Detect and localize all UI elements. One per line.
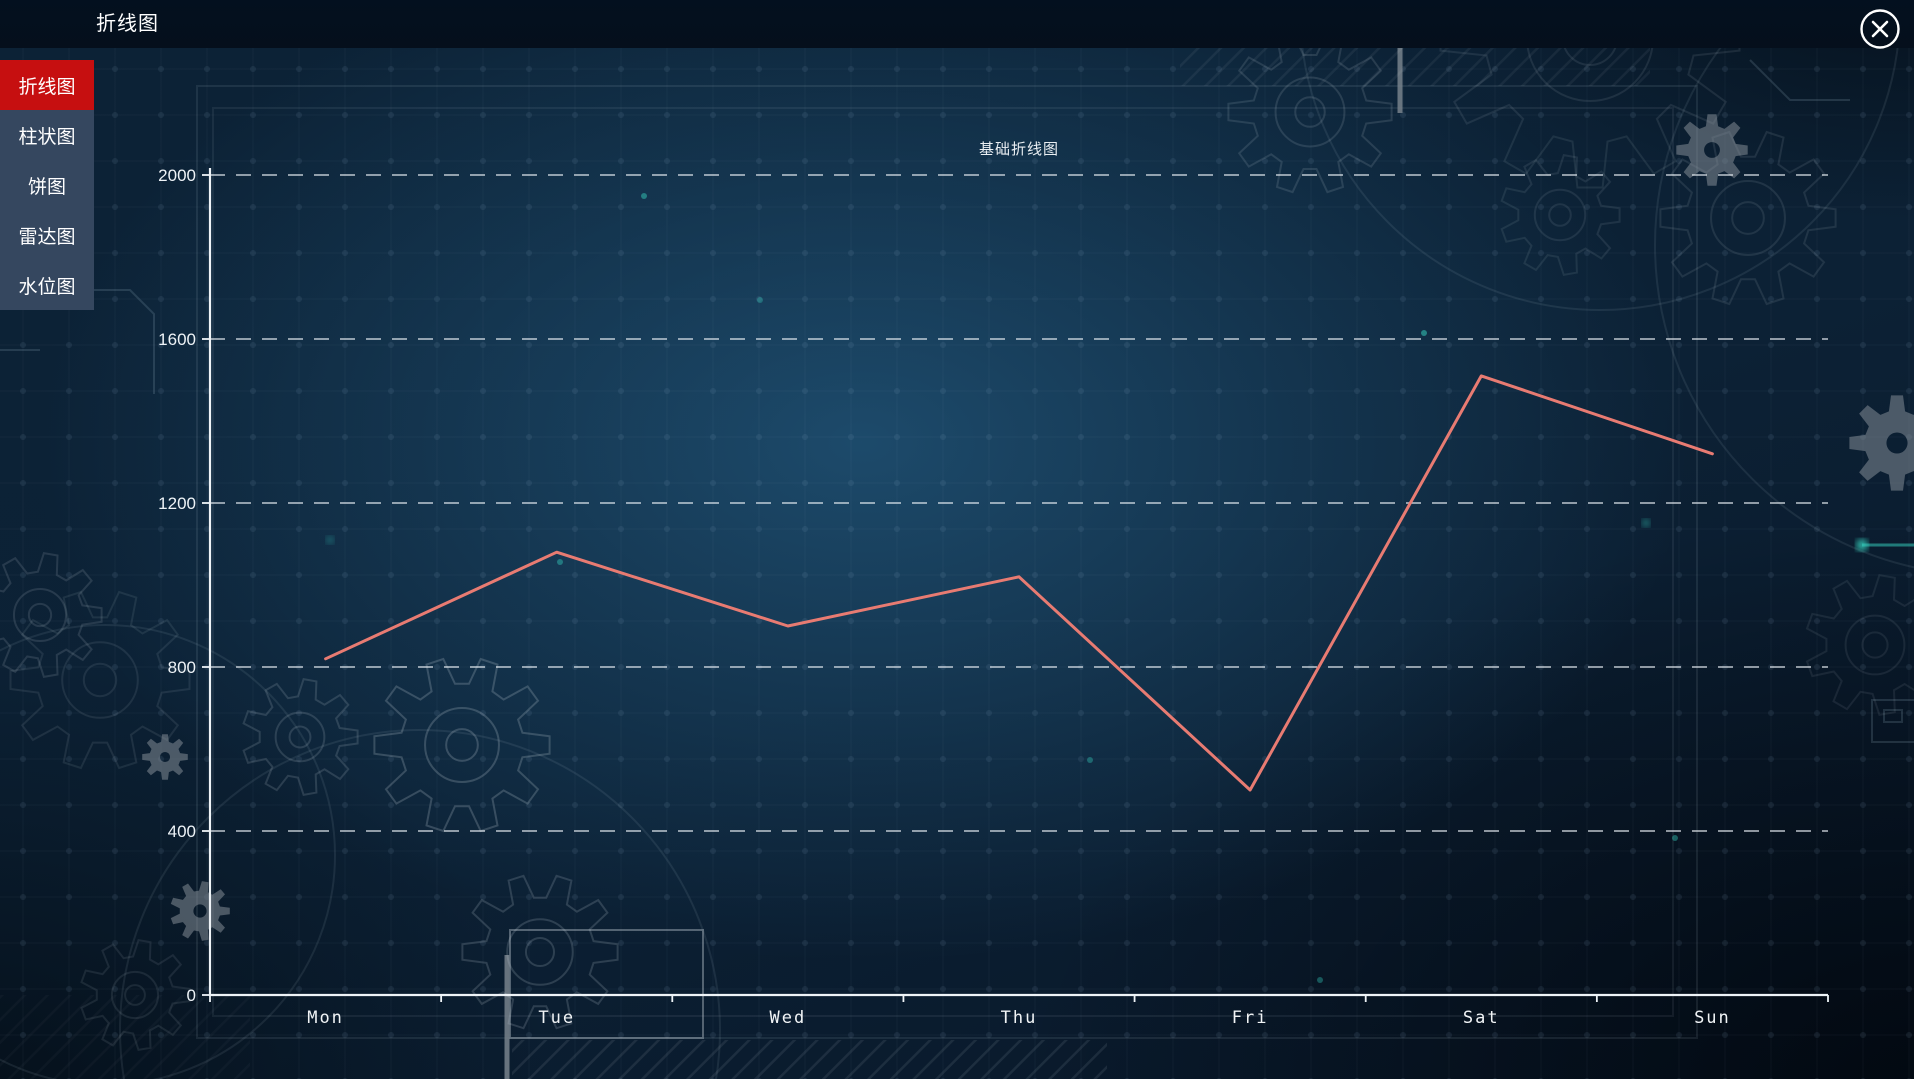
gear-icon bbox=[9, 590, 191, 770]
gear-icon bbox=[0, 551, 103, 679]
page-title: 折线图 bbox=[96, 13, 159, 35]
gear-icon bbox=[242, 677, 359, 797]
gear-icon bbox=[1805, 573, 1914, 717]
sidebar: 折线图 柱状图 饼图 雷达图 水位图 bbox=[0, 48, 94, 310]
x-axis-label: Thu bbox=[1001, 1008, 1038, 1028]
gear-icon bbox=[373, 657, 551, 833]
x-axis-labels: Mon Tue Wed Thu Fri Sat Sun bbox=[307, 1008, 1731, 1028]
gear-icon bbox=[1849, 395, 1914, 491]
y-axis-labels: 0 400 800 1200 1600 2000 bbox=[158, 166, 196, 1005]
x-axis-label: Tue bbox=[538, 1008, 575, 1028]
circuit-lines bbox=[0, 59, 1914, 743]
gear-icon bbox=[80, 938, 191, 1052]
gear-icon bbox=[142, 734, 188, 780]
x-axis-label: Sat bbox=[1463, 1008, 1500, 1028]
axis-ticks bbox=[202, 174, 1829, 1002]
y-axis-label: 2000 bbox=[158, 166, 196, 185]
sidebar-item-line-chart[interactable]: 折线图 bbox=[0, 60, 94, 110]
axes bbox=[208, 168, 1828, 997]
gridlines bbox=[210, 174, 1828, 832]
close-button[interactable] bbox=[1858, 7, 1902, 51]
series-line bbox=[324, 374, 1714, 792]
sidebar-item-liquid-chart[interactable]: 水位图 bbox=[0, 260, 94, 310]
gear-icon bbox=[461, 874, 619, 1030]
x-axis-label: Sun bbox=[1694, 1008, 1731, 1028]
gear-layer bbox=[0, 0, 1914, 1052]
x-axis-label: Wed bbox=[769, 1008, 806, 1028]
sidebar-item-radar-chart[interactable]: 雷达图 bbox=[0, 210, 94, 260]
y-axis-label: 800 bbox=[168, 658, 196, 677]
y-axis-label: 1600 bbox=[158, 330, 196, 349]
y-axis-label: 400 bbox=[168, 822, 196, 841]
x-axis-label: Fri bbox=[1232, 1008, 1269, 1028]
gear-icon bbox=[1659, 130, 1837, 306]
gear-icon bbox=[170, 881, 230, 941]
y-axis-label: 0 bbox=[187, 986, 196, 1005]
sidebar-item-pie-chart[interactable]: 饼图 bbox=[0, 160, 94, 210]
y-axis-label: 1200 bbox=[158, 494, 196, 513]
top-bar: 折线图 bbox=[0, 0, 1914, 48]
gear-icon bbox=[1500, 153, 1621, 277]
chart-title: 基础折线图 bbox=[978, 141, 1059, 158]
close-icon bbox=[1860, 9, 1900, 49]
sidebar-item-bar-chart[interactable]: 柱状图 bbox=[0, 110, 94, 160]
axis-line bbox=[208, 168, 1828, 997]
gear-icon bbox=[1676, 114, 1748, 186]
x-axis-label: Mon bbox=[307, 1008, 344, 1028]
